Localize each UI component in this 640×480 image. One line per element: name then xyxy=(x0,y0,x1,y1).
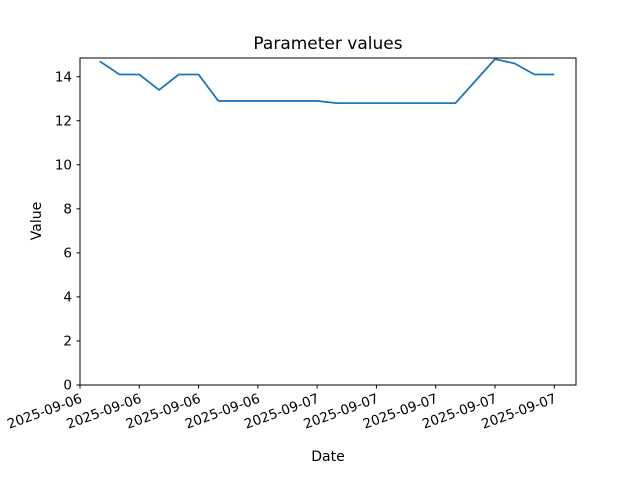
y-tick-label: 6 xyxy=(63,246,72,262)
y-tick-label: 2 xyxy=(63,334,72,350)
chart-title: Parameter values xyxy=(253,34,402,54)
y-tick-label: 0 xyxy=(63,378,72,394)
y-axis-label: Value xyxy=(29,202,45,240)
y-tick-label: 10 xyxy=(55,157,72,173)
y-tick-label: 12 xyxy=(55,113,72,129)
data-line xyxy=(99,58,555,105)
y-tick-label: 8 xyxy=(63,202,72,218)
y-tick-label: 14 xyxy=(55,69,72,85)
x-axis-label: Date xyxy=(311,449,344,465)
y-tick-label: 4 xyxy=(63,290,72,306)
plot-area xyxy=(79,57,577,386)
